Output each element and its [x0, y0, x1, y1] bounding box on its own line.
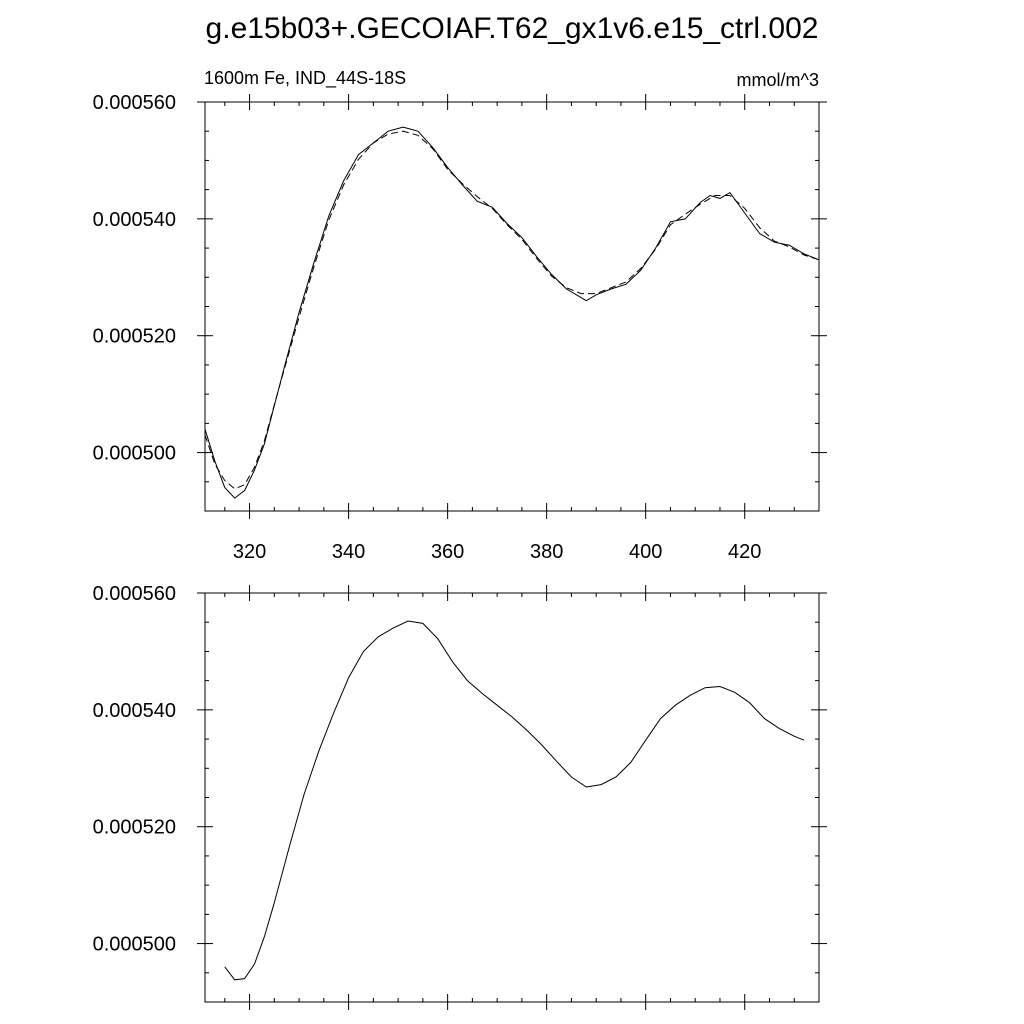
top-y-tick-label: 0.000520	[93, 326, 176, 348]
top-panel-y-tick-labels: 0.000500 0.000520 0.000540 0.000560	[93, 92, 176, 465]
figure-title: g.e15b03+.GECOIAF.T62_gx1v6.e15_ctrl.002	[206, 12, 819, 45]
top-x-tick-label: 380	[530, 541, 563, 563]
bottom-y-tick-label: 0.000560	[93, 583, 176, 605]
top-x-tick-label: 320	[233, 541, 266, 563]
top-panel-frame	[204, 101, 820, 512]
bottom-panel-y-tick-labels: 0.000500 0.000520 0.000540 0.000560	[93, 583, 176, 956]
top-x-tick-label: 400	[629, 541, 662, 563]
top-x-tick-label: 360	[431, 541, 464, 563]
bottom-series-line-solid	[224, 620, 805, 981]
top-series-line-solid	[204, 126, 820, 499]
top-y-tick-label: 0.000540	[93, 209, 176, 231]
top-panel-x-tick-labels: 320 340 360 380 400 420	[233, 541, 762, 563]
top-panel-left-label: 1600m Fe, IND_44S-18S	[204, 68, 406, 89]
bottom-panel-frame	[204, 592, 820, 1003]
bottom-panel-lines	[224, 620, 805, 981]
top-y-tick-label: 0.000560	[93, 92, 176, 114]
bottom-y-tick-label: 0.000540	[93, 700, 176, 722]
top-panel: 1600m Fe, IND_44S-18S mmol/m^3 320 340 360…	[93, 68, 827, 563]
top-series-line-dashed	[204, 130, 820, 490]
top-x-tick-label: 420	[728, 541, 761, 563]
bottom-y-tick-label: 0.000520	[93, 817, 176, 839]
top-panel-lines	[204, 126, 820, 499]
top-panel-units-label: mmol/m^3	[737, 70, 819, 90]
top-panel-ticks	[197, 94, 827, 519]
bottom-y-tick-label: 0.000500	[93, 934, 176, 956]
top-x-tick-label: 340	[332, 541, 365, 563]
bottom-panel: 0.000500 0.000520 0.000540 0.000560	[93, 583, 827, 1010]
bottom-panel-ticks	[197, 585, 827, 1010]
top-y-tick-label: 0.000500	[93, 443, 176, 465]
